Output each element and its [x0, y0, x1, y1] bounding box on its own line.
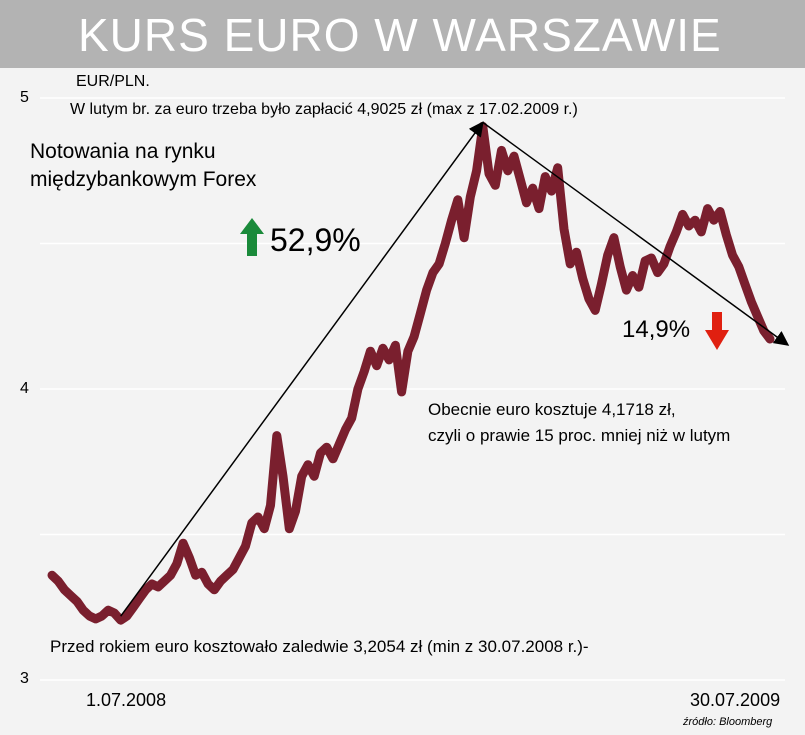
data-line-layer — [47, 121, 775, 625]
trend-arrows — [120, 121, 790, 617]
rise-arrow-icon — [240, 218, 264, 256]
y-tick-label: 4 — [20, 380, 29, 397]
rise-trend-arrow — [120, 121, 484, 617]
chart-subtitle: Notowania na rynku międzybankowym Forex — [30, 140, 257, 191]
source-note: źródło: Bloomberg — [683, 716, 773, 728]
y-tick-label: 3 — [20, 670, 29, 687]
rate-line — [47, 121, 775, 625]
gridlines — [40, 97, 785, 681]
current-rate-note-line2: czyli o prawie 15 proc. mniej niż w luty… — [428, 426, 731, 445]
x-end-label: 30.07.2009 — [690, 690, 781, 710]
fall-percent-label: 14,9% — [622, 316, 691, 343]
fall-arrow-icon — [705, 312, 729, 350]
change-markers — [240, 218, 729, 350]
max-annotation: W lutym br. za euro trzeba było zapłacić… — [70, 101, 578, 118]
title-banner: KURS EURO W WARSZAWIE — [0, 0, 805, 68]
rise-percent-label: 52,9% — [270, 222, 361, 258]
chart-title: KURS EURO W WARSZAWIE — [78, 9, 722, 61]
current-rate-note-line1: Obecnie euro kosztuje 4,1718 zł, — [428, 400, 676, 419]
y-tick-label: 5 — [20, 89, 29, 106]
x-start-label: 1.07.2008 — [86, 690, 167, 710]
fall-trend-arrow — [482, 121, 790, 346]
min-annotation: Przed rokiem euro kosztowało zaledwie 3,… — [50, 637, 589, 656]
currency-label: EUR/PLN. — [76, 73, 150, 90]
